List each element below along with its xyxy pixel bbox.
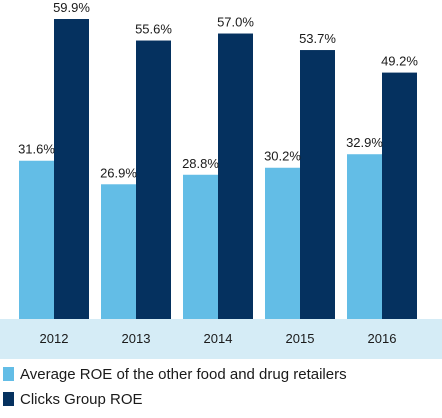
bar-clicks-roe-2014 bbox=[218, 33, 253, 320]
legend-label-clicks-roe: Clicks Group ROE bbox=[20, 391, 143, 408]
data-label-average-roe-2016: 32.9% bbox=[346, 135, 383, 150]
bar-average-roe-2013 bbox=[101, 184, 136, 319]
data-label-clicks-roe-2013: 55.6% bbox=[135, 22, 172, 37]
legend-swatch-average-roe bbox=[3, 367, 14, 381]
legend: Average ROE of the other food and drug r… bbox=[3, 366, 347, 408]
legend-swatch-clicks-roe bbox=[3, 392, 14, 406]
bars-group bbox=[19, 19, 417, 320]
x-tick-labels-group: 2012 2013 2014 2015 2016 bbox=[40, 331, 397, 346]
data-label-average-roe-2014: 28.8% bbox=[182, 156, 219, 171]
x-tick-label-2012: 2012 bbox=[40, 331, 69, 346]
x-tick-label-2014: 2014 bbox=[204, 331, 233, 346]
legend-label-average-roe: Average ROE of the other food and drug r… bbox=[20, 366, 347, 383]
bar-clicks-roe-2013 bbox=[136, 40, 171, 320]
data-label-clicks-roe-2012: 59.9% bbox=[53, 0, 90, 15]
bar-clicks-roe-2016 bbox=[382, 72, 417, 319]
bar-average-roe-2012 bbox=[19, 160, 54, 319]
x-axis-band bbox=[0, 319, 442, 359]
data-label-average-roe-2012: 31.6% bbox=[18, 142, 55, 157]
data-label-average-roe-2013: 26.9% bbox=[100, 165, 137, 180]
x-tick-label-2013: 2013 bbox=[122, 331, 151, 346]
bar-average-roe-2014 bbox=[183, 174, 218, 319]
bar-clicks-roe-2012 bbox=[54, 19, 89, 319]
data-label-clicks-roe-2016: 49.2% bbox=[381, 54, 418, 69]
data-label-average-roe-2015: 30.2% bbox=[264, 149, 301, 164]
value-labels-group: 31.6% 59.9% 26.9% 55.6% 28.8% 57.0% 30.2% 53.7%… bbox=[18, 0, 418, 180]
bar-clicks-roe-2015 bbox=[300, 50, 335, 319]
data-label-clicks-roe-2014: 57.0% bbox=[217, 15, 254, 30]
x-tick-label-2016: 2016 bbox=[368, 331, 397, 346]
bar-average-roe-2015 bbox=[265, 167, 300, 319]
bar-average-roe-2016 bbox=[347, 154, 382, 319]
x-tick-label-2015: 2015 bbox=[286, 331, 315, 346]
data-label-clicks-roe-2015: 53.7% bbox=[299, 31, 336, 46]
